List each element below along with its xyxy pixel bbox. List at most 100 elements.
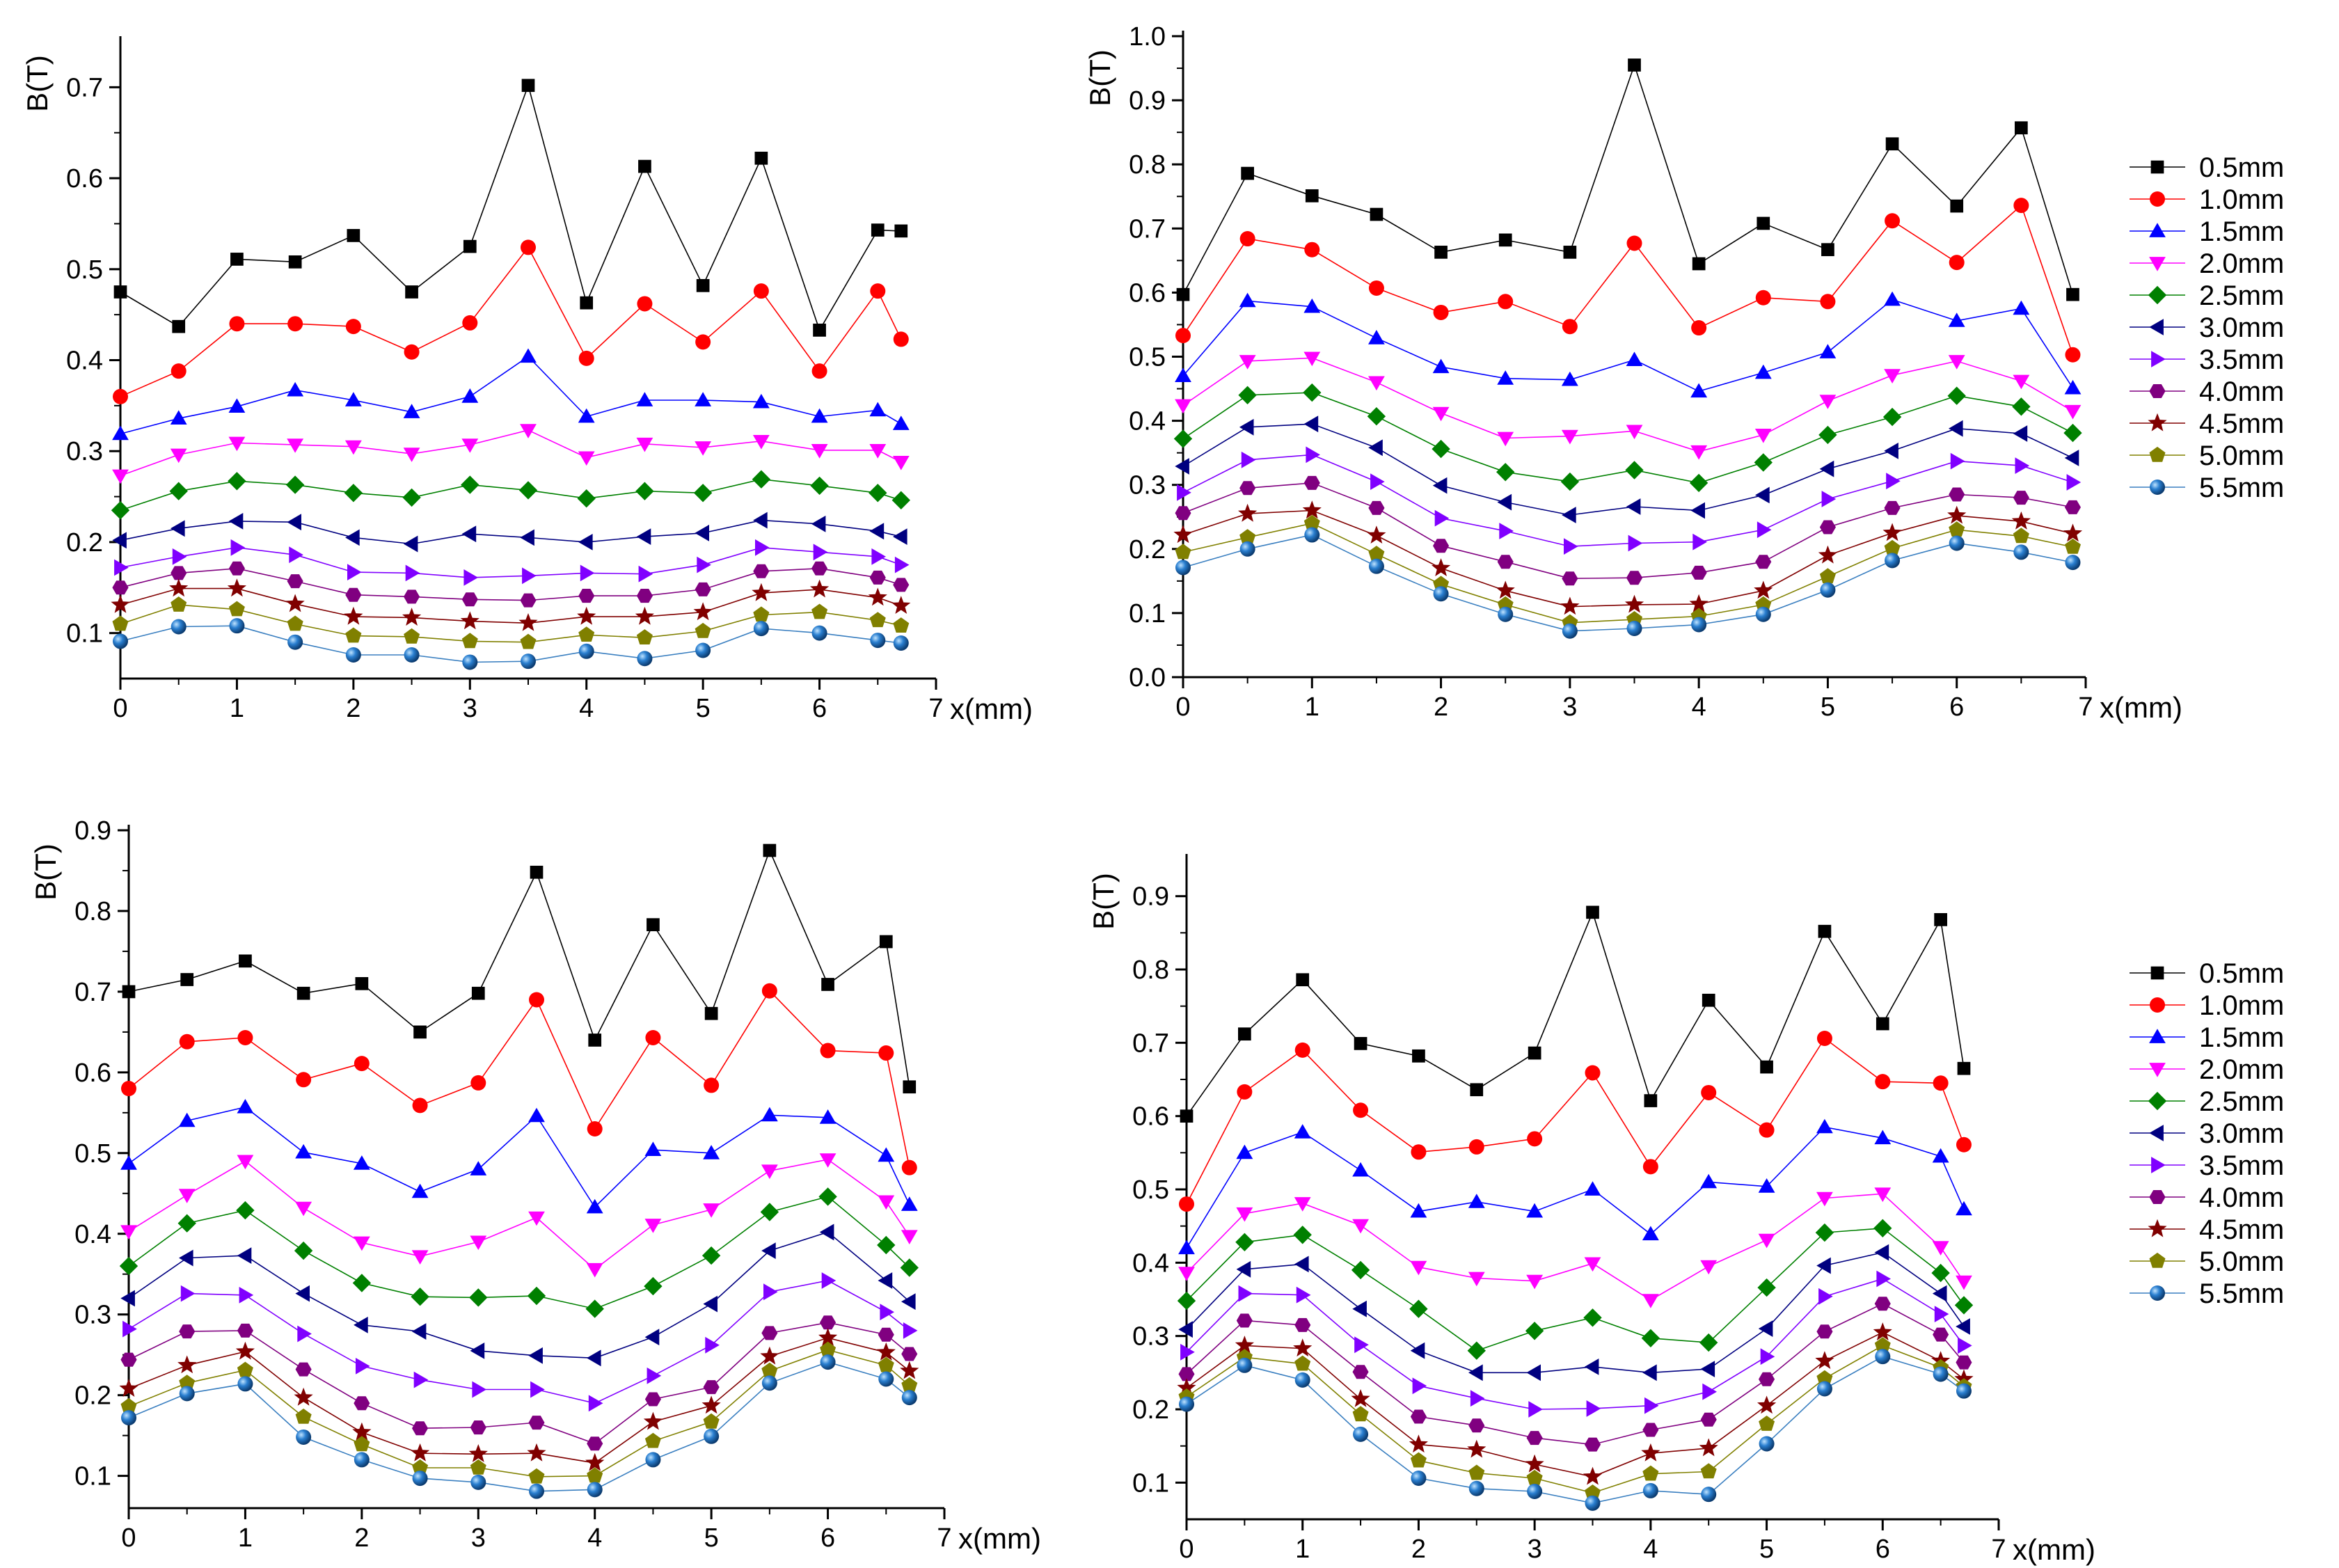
- data-point: [354, 1316, 368, 1333]
- legend-item: 4.5mm: [2130, 1214, 2284, 1245]
- data-point: [228, 601, 245, 617]
- data-point: [752, 435, 770, 450]
- data-point: [120, 1397, 137, 1413]
- data-point: [1353, 1426, 1369, 1442]
- data-point: [1241, 451, 1256, 468]
- series-line: [1182, 63, 2074, 295]
- chart-panel-bottom-right: 0 1 2 3 4 5 6 7 0.1 0.2 0.3 0.4 0.5 0.6 0.7 0.8 0.9 x(mm)…: [1087, 854, 2284, 1566]
- data-point: [1956, 1318, 1970, 1335]
- x-tick-label: 6: [812, 694, 827, 723]
- data-point: [1882, 407, 1902, 427]
- data-point: [1526, 1469, 1543, 1485]
- data-point: [295, 1143, 312, 1159]
- data-point: [470, 1343, 485, 1359]
- series-0.5mm: [1176, 58, 2079, 301]
- data-point: [1470, 1083, 1484, 1097]
- data-point: [1584, 1437, 1601, 1452]
- data-point: [1238, 1027, 1251, 1041]
- data-point: [1468, 1272, 1485, 1287]
- data-point: [470, 1420, 486, 1435]
- data-point: [868, 587, 887, 606]
- x-tick-label: 2: [1434, 692, 1448, 722]
- data-point: [878, 1147, 895, 1162]
- data-point: [404, 589, 420, 604]
- data-point: [228, 472, 246, 491]
- data-point: [412, 1098, 428, 1114]
- data-point: [1432, 439, 1450, 459]
- series-2.0mm: [1178, 1187, 1972, 1308]
- data-point: [1641, 1329, 1660, 1347]
- data-point: [645, 1029, 661, 1045]
- data-point: [114, 559, 129, 576]
- legend-item: 5.0mm: [2130, 441, 2284, 471]
- data-point: [1563, 246, 1577, 259]
- legend-marker: [2150, 480, 2165, 495]
- y-tick-label: 0.7: [66, 73, 103, 102]
- data-point: [1956, 1383, 1972, 1399]
- data-point: [703, 1380, 720, 1395]
- data-point: [529, 992, 544, 1008]
- x-tick-label: 1: [1305, 692, 1319, 722]
- data-point: [1642, 1465, 1659, 1481]
- data-point: [1934, 1306, 1949, 1322]
- data-point: [1759, 1122, 1775, 1138]
- data-point: [820, 1341, 837, 1357]
- data-point: [1467, 1439, 1486, 1458]
- data-point: [228, 436, 246, 452]
- data-point: [811, 603, 828, 619]
- data-point: [1175, 399, 1191, 414]
- data-point: [462, 654, 478, 670]
- data-point: [695, 392, 712, 406]
- data-point: [703, 1145, 720, 1159]
- data-point: [703, 1295, 717, 1313]
- legend-item: 3.5mm: [2130, 1150, 2284, 1181]
- data-point: [1949, 521, 1965, 537]
- data-point: [1296, 1286, 1311, 1304]
- legend-marker: [2149, 1063, 2166, 1077]
- data-point: [1468, 1480, 1484, 1496]
- data-point: [1932, 1241, 1949, 1256]
- data-point: [179, 1249, 193, 1267]
- data-point: [813, 544, 828, 561]
- data-point: [1876, 1270, 1891, 1288]
- data-point: [1873, 1219, 1892, 1237]
- data-point: [1411, 1471, 1427, 1487]
- data-point: [411, 1323, 427, 1340]
- data-point: [1498, 233, 1512, 247]
- data-point: [869, 444, 887, 459]
- data-point: [1180, 1343, 1195, 1361]
- data-point: [1305, 189, 1319, 203]
- data-point: [111, 501, 130, 520]
- data-point: [177, 1214, 196, 1233]
- data-point: [1496, 580, 1515, 599]
- data-point: [892, 456, 910, 470]
- data-point: [1497, 370, 1514, 385]
- data-point: [1885, 137, 1899, 151]
- data-point: [1884, 291, 1901, 306]
- x-tick-label: 3: [1562, 692, 1577, 722]
- series-line: [1182, 204, 2074, 355]
- y-tick-label: 0.4: [66, 347, 103, 376]
- data-point: [1303, 383, 1322, 402]
- data-point: [2065, 538, 2081, 554]
- data-point: [1642, 1364, 1657, 1381]
- series-0.5mm: [122, 844, 917, 1094]
- data-point: [1819, 520, 1836, 534]
- data-point: [753, 606, 770, 622]
- data-point: [1933, 1327, 1949, 1342]
- data-point: [1293, 1338, 1313, 1357]
- data-point: [239, 1287, 254, 1304]
- data-point: [402, 488, 421, 507]
- data-point: [1239, 231, 1255, 247]
- data-point: [1294, 1124, 1311, 1139]
- data-point: [645, 1452, 661, 1468]
- y-tick-label: 0.2: [1129, 535, 1166, 564]
- data-point: [1818, 1288, 1833, 1305]
- legend-marker: [2150, 160, 2164, 174]
- data-point: [1468, 1464, 1485, 1480]
- data-point: [295, 1408, 312, 1424]
- series-3.0mm: [112, 512, 907, 553]
- x-tick-label: 2: [1411, 1535, 1426, 1564]
- x-tick-label: 0: [113, 694, 127, 723]
- data-point: [413, 1025, 427, 1039]
